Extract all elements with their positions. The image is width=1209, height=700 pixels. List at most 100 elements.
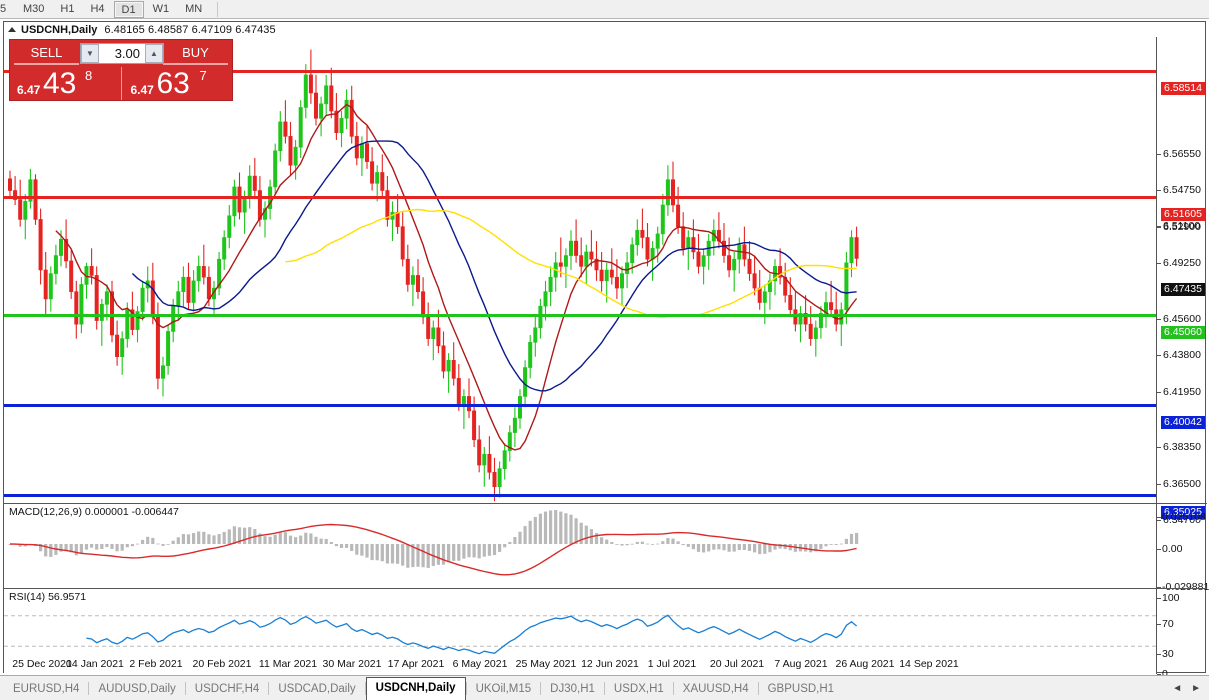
chart-tab-eurusd-h4[interactable]: EURUSD,H4: [13, 683, 80, 695]
price-scale[interactable]: 6.56550 6.54750 6.52900 6.51100 6.49250 6.456…: [1157, 37, 1207, 526]
macd-scale-divider: [1156, 504, 1157, 588]
date-axis-label: 25 Dec 2020: [12, 658, 72, 670]
price-level-chip-blue[interactable]: 6.40042: [1161, 416, 1205, 429]
timeframe-w1[interactable]: W1: [152, 2, 170, 15]
volume-input[interactable]: 3.00: [114, 46, 140, 61]
price-level-chip-blue[interactable]: 6.35025: [1161, 506, 1205, 519]
volume-stepper[interactable]: ▼ 3.00 ▲: [80, 43, 164, 64]
price-tick: [1157, 263, 1161, 264]
price-tick: [1157, 319, 1161, 320]
chevron-up-icon: ▲: [150, 48, 158, 58]
price-tick-label: 6.56550: [1163, 148, 1201, 160]
macd-tick: [1157, 587, 1161, 588]
rsi-tick: [1157, 598, 1161, 599]
buy-price-pip: 7: [199, 68, 207, 83]
chart-tab-usdcnh-daily[interactable]: USDCNH,Daily: [365, 677, 466, 700]
level-line-resistance-mid[interactable]: [4, 196, 1156, 199]
toolbar-divider: [217, 1, 219, 17]
chart-tab-xauusd-h4[interactable]: XAUUSD,H4: [682, 683, 749, 695]
date-axis-label: 6 May 2021: [452, 658, 508, 670]
tab-divider: [757, 682, 759, 695]
volume-decrease-button[interactable]: ▼: [81, 44, 99, 63]
tab-divider: [184, 682, 186, 695]
price-tick-label: 6.36500: [1163, 478, 1201, 490]
tab-divider: [540, 682, 542, 695]
date-axis-label: 2 Feb 2021: [129, 658, 183, 670]
price-level-chip-black[interactable]: 6.47435: [1161, 283, 1205, 296]
price-level-chip-green[interactable]: 6.45060: [1161, 326, 1205, 339]
date-axis-label: 30 Mar 2021: [322, 658, 382, 670]
date-axis-label: 14 Jan 2021: [66, 658, 124, 670]
tab-scroll-right-icon[interactable]: ►: [1191, 683, 1201, 694]
oct-header: SELL ▼ 3.00 ▲ BUY: [10, 40, 232, 67]
buy-price-block[interactable]: 6.47 63 7: [120, 67, 233, 100]
price-tick-label: 6.41950: [1163, 386, 1201, 398]
timeframe-m30[interactable]: M30: [23, 2, 45, 15]
rsi-tick-label: 30: [1162, 648, 1174, 660]
chart-tab-audusd-daily[interactable]: AUDUSD,Daily: [98, 683, 176, 695]
chart-title-bar: USDCNH,Daily 6.48165 6.48587 6.47109 6.4…: [4, 22, 1205, 37]
pane-separator-macd: [4, 503, 1207, 504]
sell-price-block[interactable]: 6.47 43 8: [10, 67, 121, 100]
price-tick-label: 6.38350: [1163, 441, 1201, 453]
timeframe-h4[interactable]: H4: [90, 2, 105, 15]
volume-increase-button[interactable]: ▲: [145, 44, 163, 63]
price-tick-label: 6.45600: [1163, 313, 1201, 325]
rsi-tick: [1157, 674, 1161, 675]
chart-ohlc-values: 6.48165 6.48587 6.47109 6.47435: [104, 23, 276, 36]
price-tick: [1157, 392, 1161, 393]
ma-mid-line: [131, 140, 857, 392]
price-pane: [4, 37, 1156, 503]
level-line-resistance-upper[interactable]: [4, 70, 1156, 73]
date-axis-label: 12 Jun 2021: [581, 658, 639, 670]
collapse-triangle-icon[interactable]: [8, 27, 16, 32]
price-tick-label: 6.43800: [1163, 349, 1201, 361]
price-tick: [1157, 520, 1161, 521]
rsi-tick-label: 100: [1162, 592, 1180, 604]
level-line-support-lower[interactable]: [4, 494, 1156, 497]
macd-scale: 0.025108 0.00 -0.029881: [1157, 504, 1209, 593]
macd-signal-line: [9, 523, 857, 576]
chart-tab-gbpusd-h1[interactable]: GBPUSD,H1: [767, 683, 835, 695]
date-axis-label: 11 Mar 2021: [258, 658, 318, 670]
price-tick-label: 6.34700: [1163, 514, 1201, 526]
sell-price-prefix: 6.47: [17, 83, 41, 97]
tab-divider: [465, 682, 467, 695]
price-tick: [1157, 484, 1161, 485]
tab-scroll-left-icon[interactable]: ◄: [1172, 683, 1183, 694]
rsi-tick-label: 0: [1162, 668, 1168, 680]
timeframe-d1[interactable]: D1: [113, 0, 144, 18]
rsi-label: RSI(14) 56.9571: [9, 591, 87, 603]
price-level-chip-red[interactable]: 6.51605: [1161, 208, 1205, 221]
chart-tab-usdchf-h4[interactable]: USDCHF,H4: [194, 683, 260, 695]
timeframe-m5[interactable]: 5: [0, 2, 7, 15]
date-axis-label: 26 Aug 2021: [835, 658, 895, 670]
timeframe-h1[interactable]: H1: [60, 2, 75, 15]
chart-tab-usdcad-daily[interactable]: USDCAD,Daily: [278, 683, 356, 695]
chart-tab-dj30-h1[interactable]: DJ30,H1: [550, 683, 595, 695]
tab-divider: [603, 682, 605, 695]
level-line-support-blue[interactable]: [4, 404, 1156, 407]
timeframe-mn[interactable]: MN: [185, 2, 203, 15]
tab-divider: [364, 682, 366, 695]
sell-button[interactable]: SELL: [14, 43, 79, 65]
pane-separator-rsi: [4, 588, 1207, 589]
price-tick-label: 6.52900: [1163, 221, 1201, 233]
chart-tab-usdx-h1[interactable]: USDX,H1: [613, 683, 664, 695]
buy-button[interactable]: BUY: [163, 43, 228, 65]
price-scale-divider: [1156, 37, 1157, 503]
tab-divider: [88, 682, 90, 695]
buy-price-main: 63: [156, 67, 190, 100]
price-tick: [1157, 355, 1161, 356]
chart-tab-ukoil-m15[interactable]: UKOil,M15: [475, 683, 532, 695]
price-level-chip-red[interactable]: 6.58514: [1161, 82, 1205, 95]
rsi-pane: RSI(14) 56.9571: [4, 589, 1156, 674]
price-chart-svg: [8, 49, 859, 502]
one-click-trading-panel[interactable]: SELL ▼ 3.00 ▲ BUY 6.47 43 8: [9, 39, 233, 101]
macd-tick: [1157, 517, 1161, 518]
rsi-tick-label: 70: [1162, 618, 1174, 630]
rsi-line: [86, 614, 858, 655]
level-line-support-green[interactable]: [4, 314, 1156, 317]
rsi-scale: 100 70 30 0: [1157, 589, 1207, 680]
